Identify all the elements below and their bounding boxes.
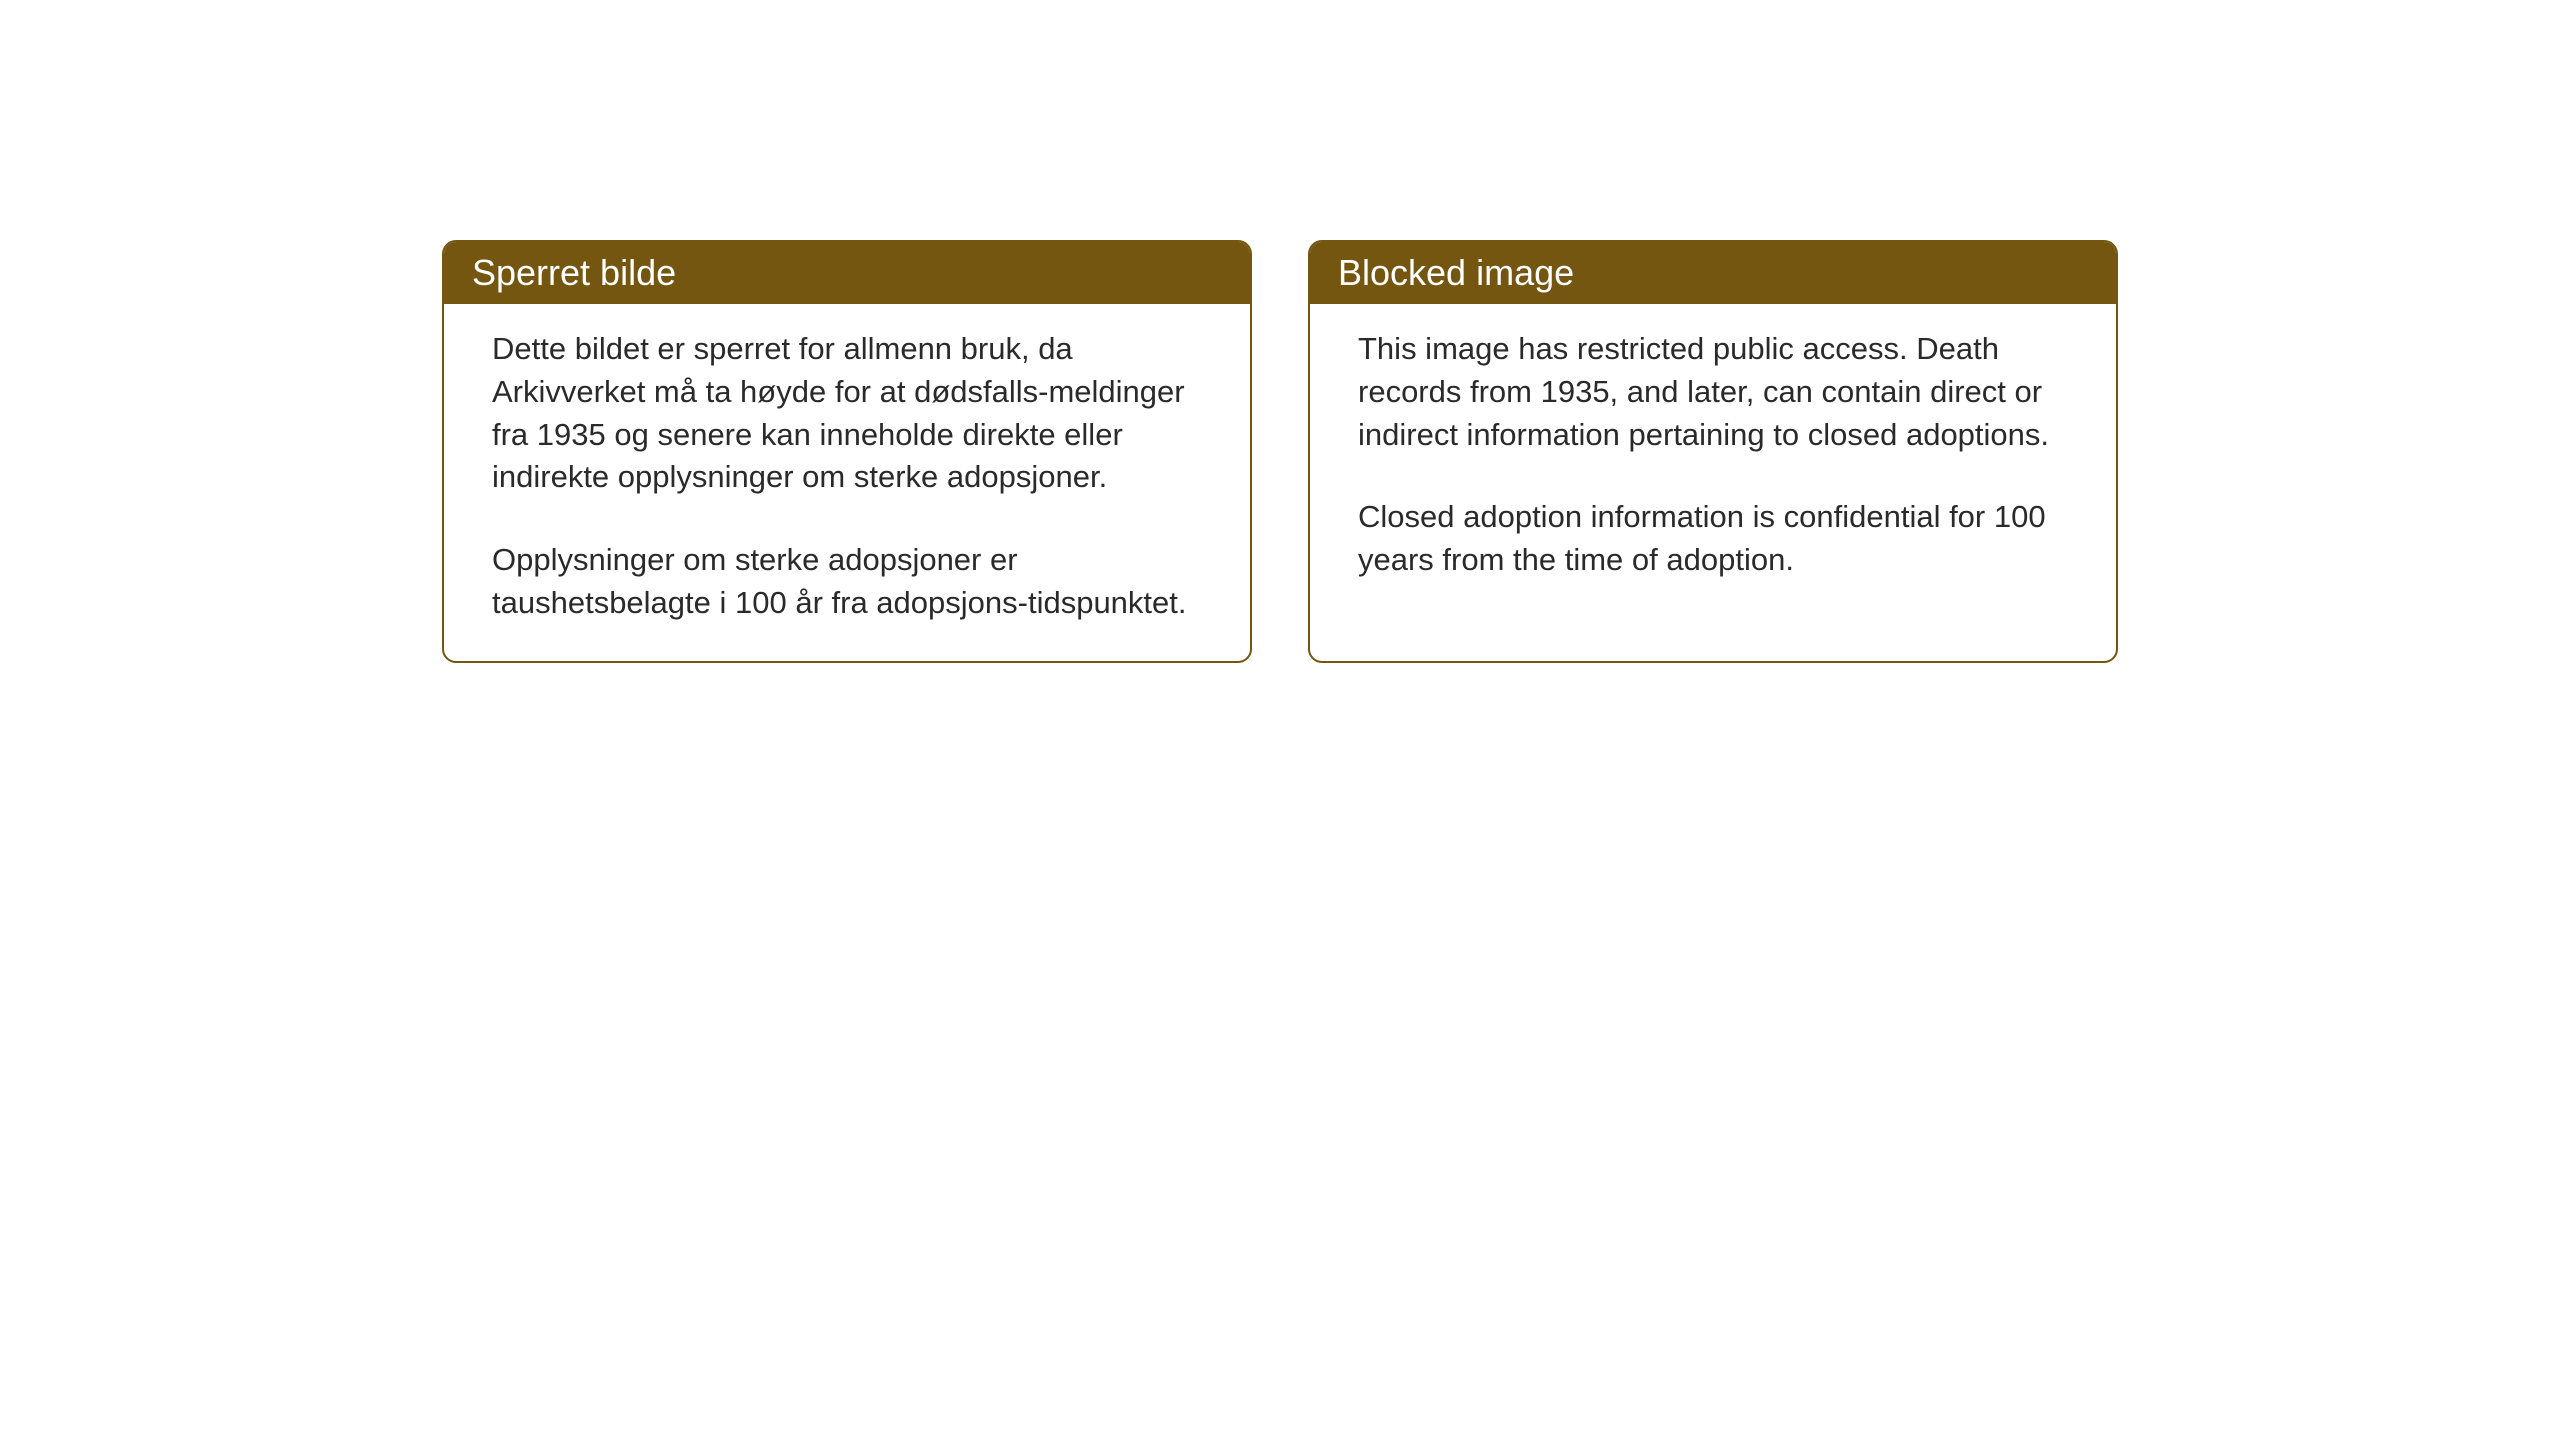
- notice-paragraph: Opplysninger om sterke adopsjoner er tau…: [492, 539, 1202, 625]
- notice-container: Sperret bilde Dette bildet er sperret fo…: [442, 240, 2118, 663]
- notice-paragraph: Dette bildet er sperret for allmenn bruk…: [492, 328, 1202, 499]
- card-header-norwegian: Sperret bilde: [444, 242, 1250, 304]
- notice-card-norwegian: Sperret bilde Dette bildet er sperret fo…: [442, 240, 1252, 663]
- card-body-english: This image has restricted public access.…: [1310, 304, 2116, 661]
- card-header-english: Blocked image: [1310, 242, 2116, 304]
- notice-paragraph: This image has restricted public access.…: [1358, 328, 2068, 456]
- notice-card-english: Blocked image This image has restricted …: [1308, 240, 2118, 663]
- notice-paragraph: Closed adoption information is confident…: [1358, 496, 2068, 582]
- card-body-norwegian: Dette bildet er sperret for allmenn bruk…: [444, 304, 1250, 661]
